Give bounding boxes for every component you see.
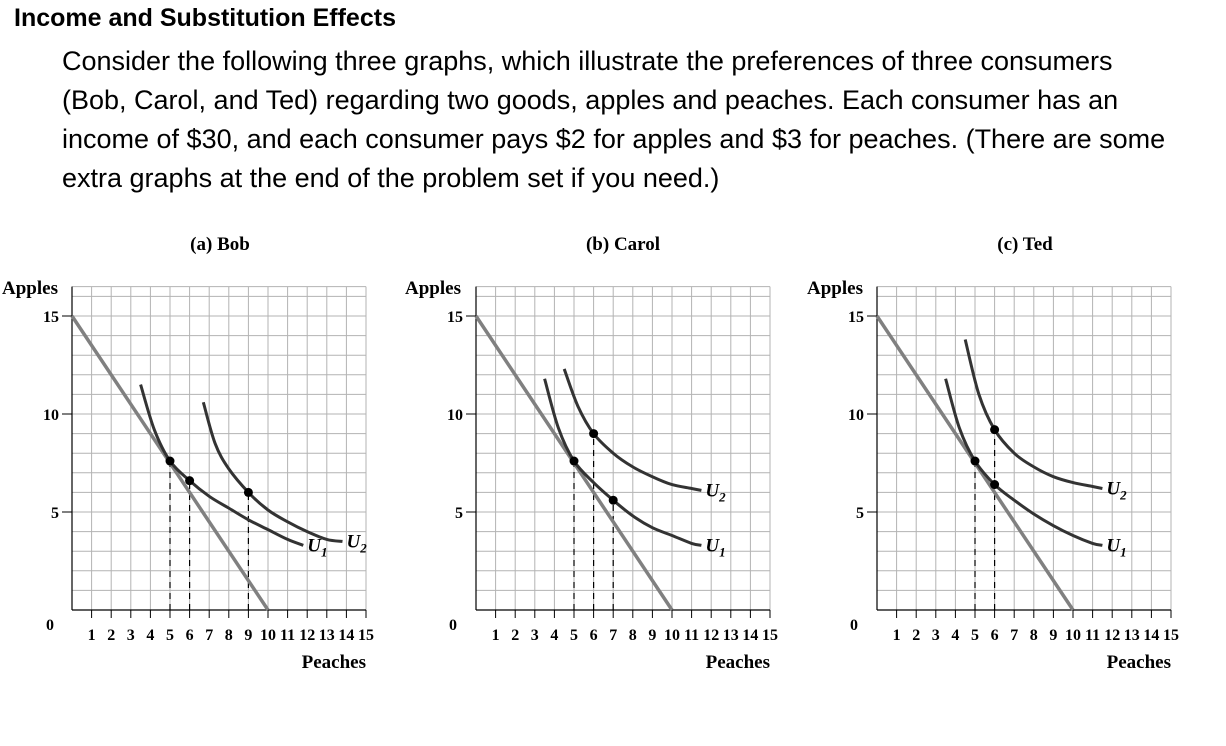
y-axis-label: Apples	[405, 278, 461, 299]
bundle-point	[589, 429, 599, 439]
x-axis-label: Peaches	[302, 652, 366, 673]
y-tick-label: 15	[43, 309, 59, 326]
y-tick-label: 0	[46, 617, 54, 634]
y-tick-label: 5	[51, 505, 59, 522]
indifference-curve-u2	[562, 368, 702, 492]
x-tick-label: 14	[1143, 627, 1159, 644]
bundle-point	[165, 456, 175, 466]
y-tick-label: 10	[848, 407, 864, 424]
x-tick-label: 15	[762, 627, 778, 644]
y-tick-label: 5	[455, 505, 463, 522]
indifference-curve-u1	[139, 384, 304, 547]
y-tick-label: 10	[43, 407, 59, 424]
x-tick-label: 4	[550, 627, 558, 644]
y-tick-label: 15	[447, 309, 463, 326]
curve-label-u1: U1	[1106, 535, 1126, 559]
x-tick-label: 12	[703, 627, 719, 644]
x-tick-label: 15	[1163, 627, 1179, 644]
x-tick-label: 3	[531, 627, 539, 644]
bundle-point	[243, 487, 253, 497]
x-tick-label: 8	[1030, 627, 1038, 644]
bundle-point	[608, 495, 618, 505]
x-tick-label: 13	[319, 627, 335, 644]
x-tick-label: 14	[338, 627, 354, 644]
x-tick-label: 1	[492, 627, 500, 644]
indifference-curve-u2	[201, 401, 343, 543]
y-axis-label: Apples	[2, 278, 58, 299]
grid	[475, 286, 771, 611]
bundle-point	[990, 480, 1000, 490]
indifference-curve-u1	[543, 378, 702, 547]
chart-title: (b) Carol	[586, 234, 660, 255]
x-tick-label: 6	[991, 627, 999, 644]
x-tick-label: 7	[609, 627, 617, 644]
grid	[71, 286, 367, 611]
x-axis-label: Peaches	[1107, 652, 1171, 673]
x-tick-label: 10	[1065, 627, 1081, 644]
curve-label-u2: U2	[346, 531, 367, 555]
x-tick-label: 4	[146, 627, 154, 644]
x-tick-label: 9	[648, 627, 656, 644]
x-tick-label: 7	[205, 627, 213, 644]
y-tick-label: 5	[856, 505, 864, 522]
problem-text: Consider the following three graphs, whi…	[62, 46, 1166, 193]
curve-label-u1: U1	[705, 535, 725, 559]
x-tick-label: 5	[166, 627, 174, 644]
x-tick-label: 7	[1010, 627, 1018, 644]
x-tick-label: 5	[570, 627, 578, 644]
x-tick-label: 12	[1104, 627, 1120, 644]
x-tick-label: 2	[511, 627, 519, 644]
bundle-point	[970, 456, 980, 466]
x-tick-label: 4	[951, 627, 959, 644]
x-tick-label: 8	[629, 627, 637, 644]
x-tick-label: 13	[1124, 627, 1140, 644]
indifference-curve-u2	[963, 339, 1103, 490]
indifference-curve-u1	[944, 378, 1103, 547]
x-tick-label: 3	[127, 627, 135, 644]
y-tick-label: 0	[850, 617, 858, 634]
x-tick-label: 9	[1049, 627, 1057, 644]
x-tick-label: 9	[244, 627, 252, 644]
x-tick-label: 10	[260, 627, 276, 644]
x-tick-label: 1	[893, 627, 901, 644]
x-tick-label: 14	[742, 627, 758, 644]
y-tick-label: 15	[848, 309, 864, 326]
bundle-point	[569, 456, 579, 466]
curve-label-u2: U2	[705, 480, 726, 504]
curve-label-u2: U2	[1106, 478, 1127, 502]
x-tick-label: 3	[932, 627, 940, 644]
y-tick-label: 0	[449, 617, 457, 634]
document-title: Income and Substitution Effects	[14, 4, 396, 32]
x-tick-label: 6	[186, 627, 194, 644]
x-tick-label: 5	[971, 627, 979, 644]
x-tick-label: 8	[225, 627, 233, 644]
x-tick-label: 12	[299, 627, 315, 644]
x-tick-label: 1	[88, 627, 96, 644]
x-tick-label: 10	[664, 627, 680, 644]
y-tick-label: 10	[447, 407, 463, 424]
grid	[876, 286, 1172, 611]
x-tick-label: 11	[1085, 627, 1100, 644]
x-tick-label: 13	[723, 627, 739, 644]
x-tick-label: 2	[912, 627, 920, 644]
x-tick-label: 2	[107, 627, 115, 644]
x-tick-label: 15	[358, 627, 374, 644]
x-tick-label: 6	[590, 627, 598, 644]
chart-title: (a) Bob	[190, 234, 250, 255]
x-tick-label: 11	[684, 627, 699, 644]
bundle-point	[990, 425, 1000, 435]
chart-title: (c) Ted	[997, 234, 1053, 255]
bundle-point	[185, 476, 195, 486]
x-axis-label: Peaches	[706, 652, 770, 673]
curve-label-u1: U1	[307, 535, 327, 559]
x-tick-label: 11	[280, 627, 295, 644]
y-axis-label: Apples	[807, 278, 863, 299]
